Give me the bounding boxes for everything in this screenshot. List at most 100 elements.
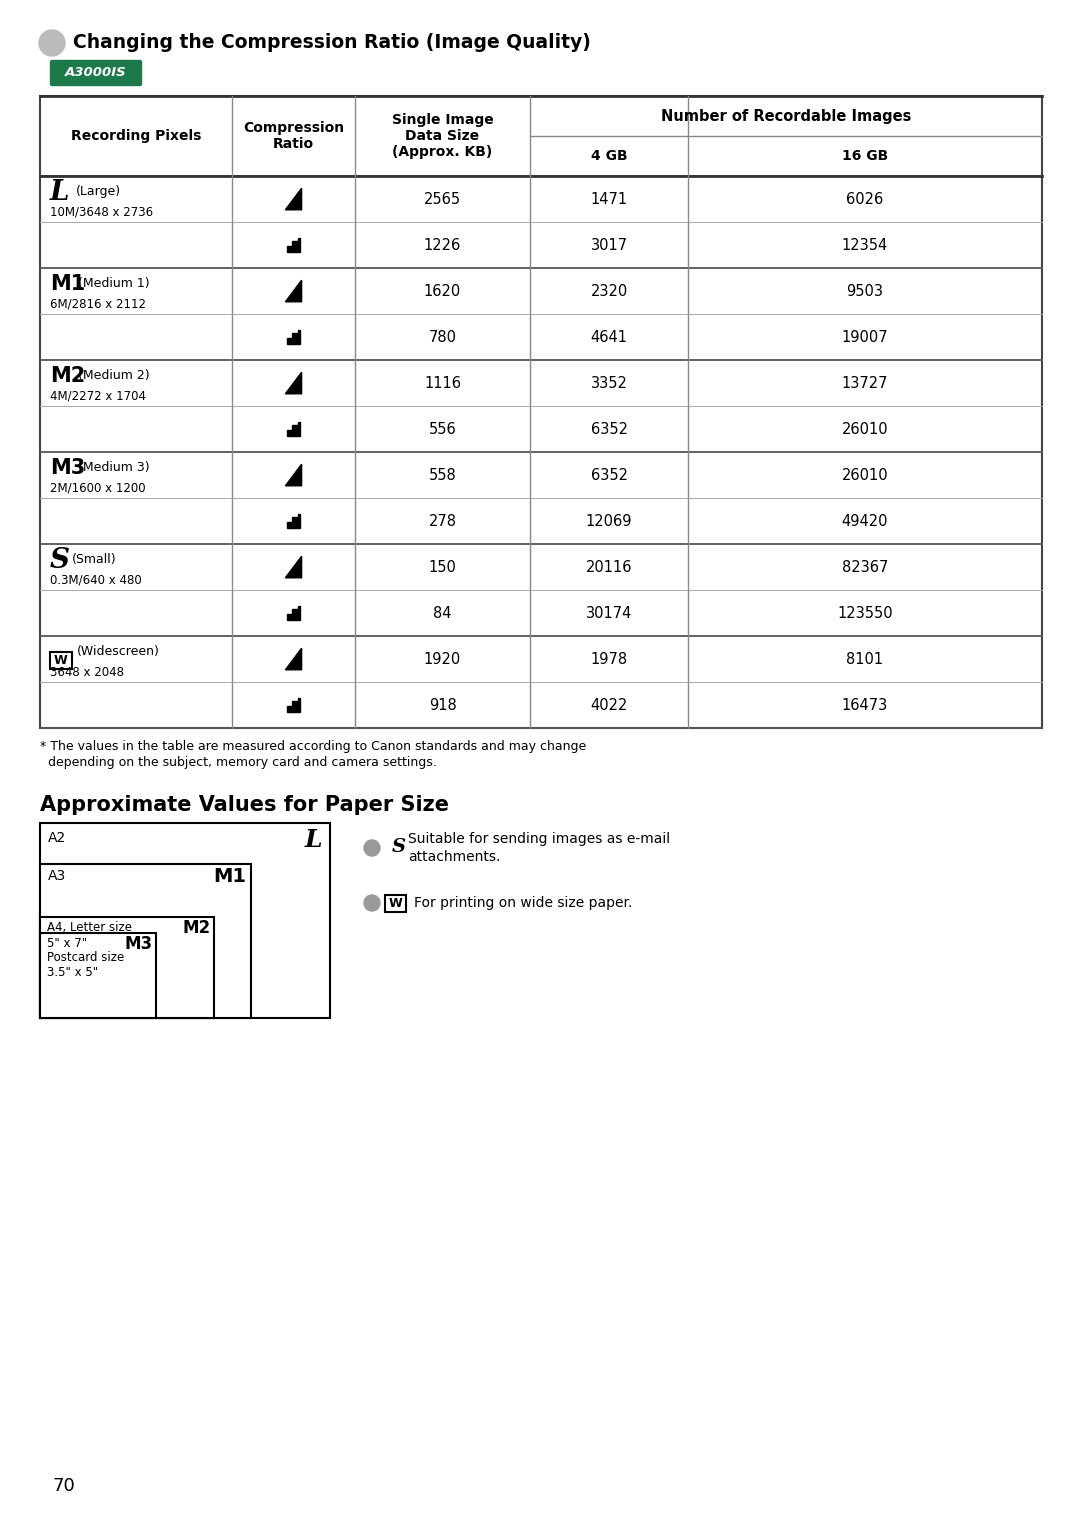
Text: 16 GB: 16 GB (842, 149, 888, 163)
Text: Postcard size: Postcard size (48, 951, 124, 964)
Text: 5" x 7": 5" x 7" (48, 937, 87, 951)
Text: 26010: 26010 (841, 421, 889, 437)
Text: 19007: 19007 (841, 330, 889, 344)
Text: A3000IS: A3000IS (65, 67, 126, 79)
Text: (Medium 2): (Medium 2) (78, 370, 150, 382)
Polygon shape (286, 514, 300, 528)
Bar (40, 864, 251, 1018)
Text: M1: M1 (213, 867, 246, 887)
Text: M3: M3 (50, 458, 85, 478)
Text: For printing on wide size paper.: For printing on wide size paper. (414, 896, 633, 910)
Text: (Medium 3): (Medium 3) (78, 461, 150, 475)
Text: 49420: 49420 (841, 514, 888, 528)
Text: 9503: 9503 (847, 283, 883, 298)
Polygon shape (285, 557, 301, 578)
Text: 2565: 2565 (424, 192, 461, 207)
Text: 6352: 6352 (591, 421, 627, 437)
Text: A4, Letter size: A4, Letter size (48, 922, 132, 934)
Polygon shape (285, 280, 301, 301)
FancyBboxPatch shape (384, 894, 406, 913)
Circle shape (39, 30, 65, 56)
Bar (40, 917, 214, 1018)
FancyBboxPatch shape (51, 61, 141, 85)
Text: attachments.: attachments. (408, 850, 500, 864)
Polygon shape (286, 330, 300, 344)
Text: 1471: 1471 (591, 192, 627, 207)
Polygon shape (286, 421, 300, 437)
Bar (40, 823, 330, 1018)
Text: 918: 918 (429, 698, 457, 712)
Text: M2: M2 (183, 919, 211, 937)
Text: S: S (50, 546, 70, 573)
Text: A3: A3 (48, 868, 66, 884)
Circle shape (364, 894, 380, 911)
Text: 30174: 30174 (585, 605, 632, 621)
Text: 3.5" x 5": 3.5" x 5" (48, 966, 98, 980)
Text: 278: 278 (429, 514, 457, 528)
Text: Recording Pixels: Recording Pixels (71, 129, 201, 143)
Text: 20116: 20116 (585, 560, 632, 575)
Text: 6352: 6352 (591, 467, 627, 482)
Text: 3648 x 2048: 3648 x 2048 (50, 666, 124, 678)
Text: M2: M2 (50, 367, 85, 386)
Text: 3352: 3352 (591, 376, 627, 391)
FancyBboxPatch shape (50, 651, 72, 669)
Text: 12069: 12069 (585, 514, 632, 528)
Text: (Medium 1): (Medium 1) (78, 277, 150, 291)
Text: 558: 558 (429, 467, 457, 482)
Polygon shape (285, 189, 301, 210)
Text: L: L (50, 178, 69, 205)
Text: 4641: 4641 (591, 330, 627, 344)
Text: 4022: 4022 (591, 698, 627, 712)
Text: 84: 84 (433, 605, 451, 621)
Text: Approximate Values for Paper Size: Approximate Values for Paper Size (40, 795, 449, 815)
Text: 70: 70 (52, 1477, 75, 1495)
Text: 780: 780 (429, 330, 457, 344)
Text: 6M/2816 x 2112: 6M/2816 x 2112 (50, 298, 146, 310)
Text: 150: 150 (429, 560, 457, 575)
Text: 82367: 82367 (841, 560, 888, 575)
Text: L: L (305, 827, 322, 852)
Text: 12354: 12354 (842, 237, 888, 252)
Text: W: W (389, 897, 403, 910)
Text: 1226: 1226 (423, 237, 461, 252)
Text: 2320: 2320 (591, 283, 627, 298)
Text: Suitable for sending images as e-mail: Suitable for sending images as e-mail (408, 832, 670, 846)
Text: 26010: 26010 (841, 467, 889, 482)
Text: 0.3M/640 x 480: 0.3M/640 x 480 (50, 573, 141, 587)
Text: M1: M1 (50, 274, 85, 294)
Text: 2M/1600 x 1200: 2M/1600 x 1200 (50, 482, 146, 494)
Text: Compression
Ratio: Compression Ratio (243, 120, 345, 151)
Polygon shape (285, 464, 301, 485)
Text: Changing the Compression Ratio (Image Quality): Changing the Compression Ratio (Image Qu… (73, 33, 591, 53)
Text: (Small): (Small) (72, 554, 117, 566)
Text: Number of Recordable Images: Number of Recordable Images (661, 108, 912, 123)
Text: (Large): (Large) (76, 186, 121, 199)
Bar (40, 932, 156, 1018)
Text: Single Image
Data Size
(Approx. KB): Single Image Data Size (Approx. KB) (392, 113, 494, 160)
Text: * The values in the table are measured according to Canon standards and may chan: * The values in the table are measured a… (40, 741, 586, 753)
Text: M3: M3 (125, 935, 153, 954)
Polygon shape (286, 698, 300, 712)
Text: 1978: 1978 (591, 651, 627, 666)
Text: 16473: 16473 (842, 698, 888, 712)
Circle shape (364, 840, 380, 856)
Text: 4 GB: 4 GB (591, 149, 627, 163)
Text: depending on the subject, memory card and camera settings.: depending on the subject, memory card an… (40, 756, 436, 770)
Text: 123550: 123550 (837, 605, 893, 621)
Text: 1116: 1116 (424, 376, 461, 391)
Polygon shape (285, 648, 301, 669)
Text: 6026: 6026 (847, 192, 883, 207)
Polygon shape (285, 373, 301, 394)
Text: A2: A2 (48, 830, 66, 846)
Text: S: S (392, 838, 406, 856)
Text: 3017: 3017 (591, 237, 627, 252)
Text: 1920: 1920 (423, 651, 461, 666)
Text: W: W (54, 654, 68, 666)
Polygon shape (286, 605, 300, 621)
Text: 1620: 1620 (423, 283, 461, 298)
Text: 8101: 8101 (847, 651, 883, 666)
Polygon shape (286, 237, 300, 252)
Text: 556: 556 (429, 421, 457, 437)
Text: (Widescreen): (Widescreen) (77, 645, 160, 659)
